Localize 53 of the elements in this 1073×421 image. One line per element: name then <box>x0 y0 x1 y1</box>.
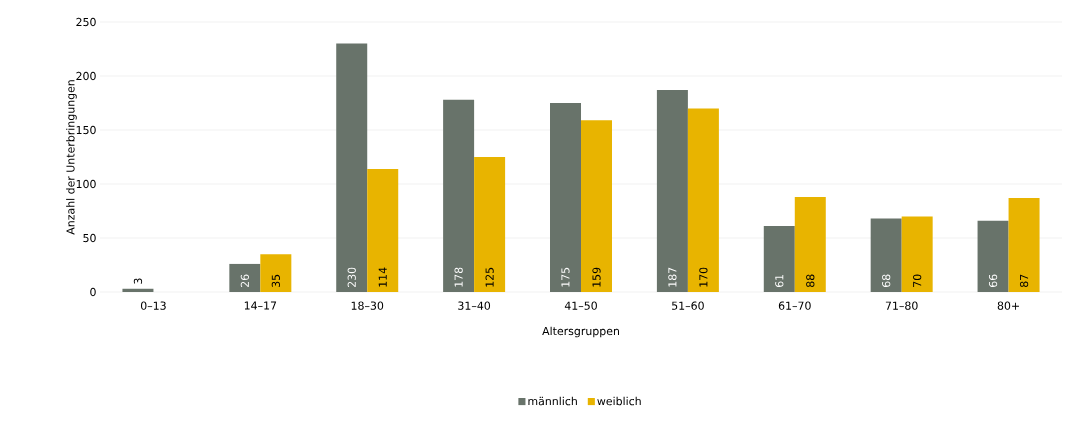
data-label: 3 <box>133 278 143 284</box>
y-tick-label: 100 <box>76 179 96 189</box>
bar <box>260 254 292 292</box>
bar <box>122 288 154 292</box>
x-tick-label: 71–80 <box>885 301 918 310</box>
bar <box>763 226 795 292</box>
data-label: 187 <box>668 267 677 287</box>
bar <box>229 263 261 292</box>
y-tick-label: 50 <box>83 233 96 243</box>
y-axis-title: Anzahl der Unterbringungen <box>66 80 77 235</box>
data-label: 87 <box>1019 274 1029 288</box>
x-tick-label: 80+ <box>997 301 1019 310</box>
x-tick-label: 0–13 <box>140 301 166 310</box>
data-label: 230 <box>347 267 356 288</box>
data-label: 66 <box>988 274 998 288</box>
y-tick-label: 0 <box>90 287 96 297</box>
legend-label: weiblich <box>597 396 641 406</box>
x-axis-title: Altersgruppen <box>542 326 619 338</box>
y-tick-label: 200 <box>76 71 96 81</box>
bar <box>550 103 581 292</box>
bar <box>656 90 688 292</box>
data-label: 26 <box>240 274 249 288</box>
data-label: 68 <box>882 274 891 288</box>
data-label: 114 <box>378 267 387 287</box>
x-tick-label: 18–30 <box>351 301 384 310</box>
bar <box>1008 198 1040 292</box>
data-label: 170 <box>699 267 708 287</box>
data-label: 175 <box>561 267 570 287</box>
bar <box>794 196 826 292</box>
data-label: 178 <box>454 267 463 287</box>
bar <box>474 157 506 292</box>
bar <box>581 120 612 292</box>
data-label: 88 <box>806 274 815 288</box>
bar <box>977 220 1009 292</box>
bar <box>367 168 399 292</box>
bar <box>443 99 475 292</box>
x-tick-label: 41–50 <box>564 301 597 310</box>
bar <box>336 43 368 292</box>
bar <box>687 108 719 292</box>
x-tick-label: 51–60 <box>672 301 704 310</box>
data-label: 35 <box>271 274 280 287</box>
data-label: 125 <box>485 267 494 287</box>
y-tick-label: 150 <box>76 125 96 135</box>
bar <box>870 218 902 292</box>
data-label: 70 <box>913 274 922 287</box>
bar <box>901 216 933 292</box>
y-tick-label: 250 <box>76 17 96 27</box>
x-tick-label: 31–40 <box>458 301 491 310</box>
data-label: 159 <box>592 267 601 287</box>
x-tick-label: 14–17 <box>244 301 277 310</box>
legend-label: männlich <box>528 396 577 406</box>
x-tick-label: 61–70 <box>778 301 811 310</box>
data-label: 61 <box>775 274 784 288</box>
